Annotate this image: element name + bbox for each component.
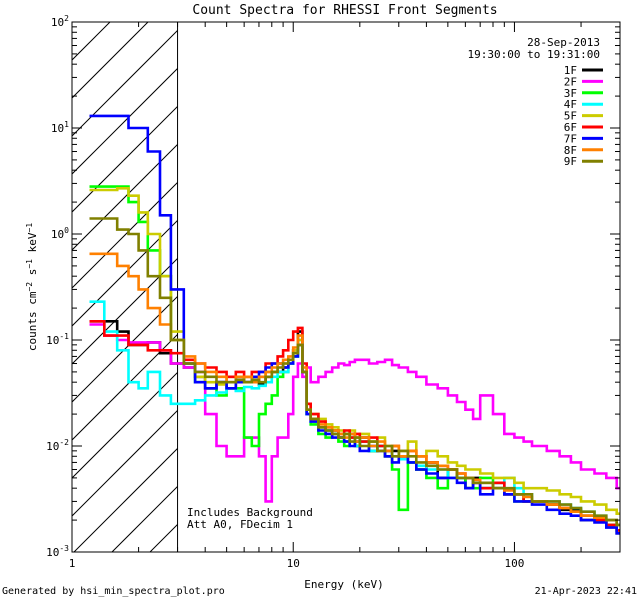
hatched-region <box>72 22 620 552</box>
x-tick-label: 10 <box>287 557 300 570</box>
chart-title: Count Spectra for RHESSI Front Segments <box>192 3 497 18</box>
series-line-2F <box>89 323 620 503</box>
annotation-attenuator: Att A0, FDecim 1 <box>187 518 293 531</box>
legend-label-8F: 8F <box>564 144 577 157</box>
hatch-line <box>72 22 187 137</box>
series-group <box>89 114 620 535</box>
legend-label-3F: 3F <box>564 87 577 100</box>
annotation-background: Includes Background <box>187 506 313 519</box>
hatch-line <box>72 22 225 175</box>
series-line-9F <box>89 217 620 527</box>
hatch-line <box>72 22 111 61</box>
x-axis-label: Energy (keV) <box>304 578 383 591</box>
y-tick-label: 101 <box>51 120 69 135</box>
plot-frame <box>71 21 621 553</box>
x-tick-label: 100 <box>505 557 525 570</box>
y-tick-label: 102 <box>51 14 69 29</box>
chart-date: 28-Sep-2013 <box>527 36 600 49</box>
legend-label-9F: 9F <box>564 155 577 168</box>
hatch-line <box>72 22 73 23</box>
y-tick-label: 10-1 <box>46 332 69 347</box>
footer-timestamp: 21-Apr-2023 22:41 <box>535 586 637 597</box>
y-tick-label: 10-3 <box>46 544 69 559</box>
y-tick-label: 100 <box>51 226 69 241</box>
hatch-line <box>72 22 149 99</box>
hatch-line <box>72 22 263 213</box>
legend-label-6F: 6F <box>564 121 577 134</box>
y-tick-label: 10-2 <box>46 438 69 453</box>
legend-label-2F: 2F <box>564 75 577 88</box>
legend-label-4F: 4F <box>564 98 577 111</box>
legend-label-1F: 1F <box>564 64 577 77</box>
y-axis-label: counts cm−2 s−1 keV−1 <box>25 223 39 351</box>
x-tick-label: 1 <box>69 557 76 570</box>
legend-label-7F: 7F <box>564 132 577 145</box>
legend-label-5F: 5F <box>564 110 577 123</box>
footer-generated-by: Generated by hsi_min_spectra_plot.pro <box>2 586 225 597</box>
chart-time-range: 19:30:00 to 19:31:00 <box>468 48 600 61</box>
